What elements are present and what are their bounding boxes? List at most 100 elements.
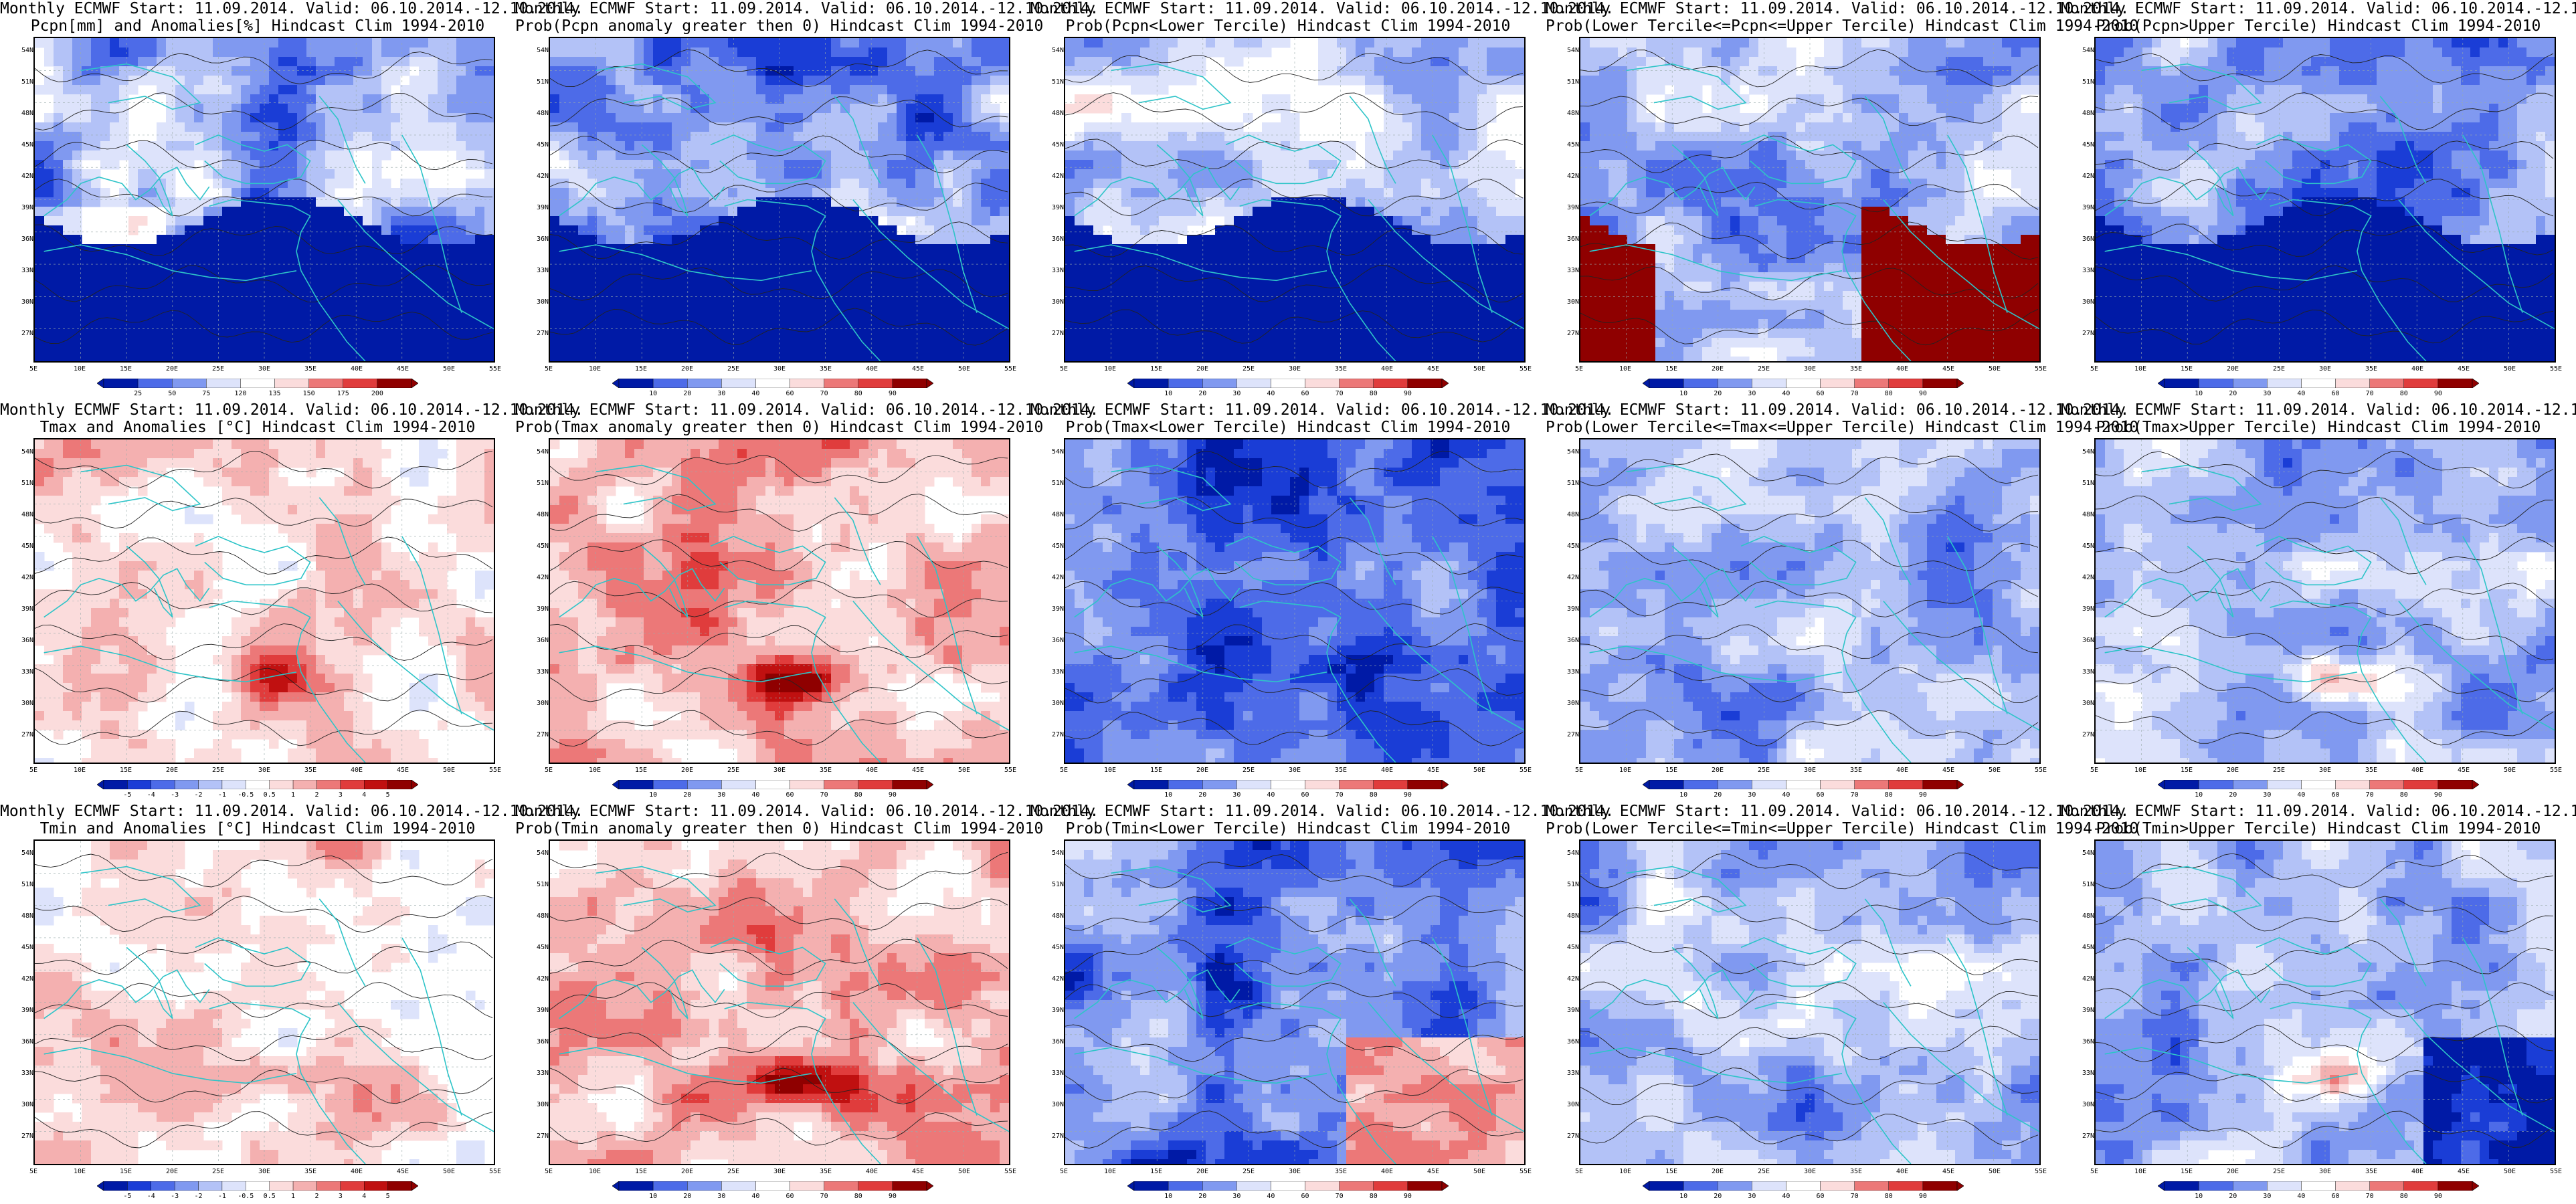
panel-title-line1: Monthly ECMWF Start: 11.09.2014. Valid: … [2061,803,2576,820]
longitude-label: 25E [1235,767,1262,774]
latitude-label: 42N [2076,574,2094,581]
longitude-label: 20E [674,365,701,373]
colorbar [97,1181,418,1191]
latitude-label: 48N [1045,511,1064,518]
colorbar-tick-label: 50 [159,390,185,397]
longitude-label: 55E [2543,365,2569,373]
longitude-label: 10E [581,1168,608,1175]
panel-title-line1: Monthly ECMWF Start: 11.09.2014. Valid: … [0,803,583,820]
longitude-label: 50E [2496,767,2523,774]
panel-title-line2: Tmin and Anomalies [°C] Hindcast Clim 19… [0,820,515,837]
latitude-label: 45N [530,542,549,550]
longitude-label: 50E [1981,767,2008,774]
panel-title: Monthly ECMWF Start: 11.09.2014. Valid: … [1030,803,1614,837]
longitude-label: 30E [1281,365,1308,373]
longitude-label: 45E [1420,365,1447,373]
latitude-label: 48N [530,912,549,920]
longitude-label: 20E [159,767,185,774]
longitude-label: 50E [1466,1168,1493,1175]
colorbar-tick-label: 20 [674,791,701,799]
longitude-label: 5E [20,365,47,373]
colorbar-tick-label: 30 [1223,1193,1250,1200]
latitude-label: 33N [1560,668,1579,676]
map-panel: Monthly ECMWF Start: 11.09.2014. Valid: … [2061,401,2576,803]
latitude-label: 33N [1560,1070,1579,1077]
longitude-label: 45E [2450,767,2477,774]
latitude-label: 42N [530,574,549,581]
colorbar-tick-label: -5 [114,791,141,799]
latitude-label: 36N [1045,637,1064,644]
colorbar-tick-label: 0.5 [256,791,283,799]
colorbar-tick-label: 80 [1875,1193,1902,1200]
latitude-label: 48N [15,110,33,117]
latitude-label: 51N [1045,78,1064,86]
latitude-label: 45N [1560,944,1579,951]
colorbar-tick-label: 40 [2288,1193,2314,1200]
panel-title: Monthly ECMWF Start: 11.09.2014. Valid: … [0,401,583,436]
colorbar-tick-label: 20 [1189,791,1216,799]
map-panel: Monthly ECMWF Start: 11.09.2014. Valid: … [1030,401,1614,803]
panel-title-line2: Prob(Pcpn anomaly greater then 0) Hindca… [515,17,1043,35]
panel-title-line2: Tmax and Anomalies [°C] Hindcast Clim 19… [0,419,515,436]
latitude-label: 33N [530,267,549,274]
colorbar-tick-label: 120 [227,390,254,397]
longitude-label: 5E [1566,767,1592,774]
latitude-label: 39N [1560,605,1579,613]
longitude-label: 25E [1750,365,1777,373]
longitude-label: 45E [1420,767,1447,774]
panel-title-line2: Prob(Tmin anomaly greater then 0) Hindca… [515,820,1043,837]
colorbar-tick-label: 20 [1704,390,1731,397]
latitude-label: 27N [15,330,33,337]
longitude-label: 5E [1050,1168,1077,1175]
latitude-label: 45N [1045,944,1064,951]
longitude-label: 10E [66,1168,93,1175]
latitude-label: 45N [1045,141,1064,148]
latitude-label: 48N [530,511,549,518]
latitude-label: 30N [15,298,33,306]
latitude-label: 30N [15,1101,33,1108]
colorbar-tick-label: 25 [124,390,151,397]
colorbar-tick-label: 135 [262,390,288,397]
panel-title-line1: Monthly ECMWF Start: 11.09.2014. Valid: … [515,0,1099,17]
latitude-label: 45N [2076,542,2094,550]
longitude-label: 10E [1097,365,1123,373]
colorbar-tick-label: 40 [2288,390,2314,397]
latitude-label: 27N [530,330,549,337]
panel-title: Monthly ECMWF Start: 11.09.2014. Valid: … [2061,803,2576,837]
colorbar-tick-label: 90 [1910,1193,1936,1200]
latitude-label: 48N [15,912,33,920]
map-field [1065,841,1524,1164]
longitude-label: 45E [1420,1168,1447,1175]
map-plot-area [33,37,495,363]
longitude-label: 25E [205,365,232,373]
panel-title-line2: Prob(Pcpn<Lower Tercile) Hindcast Clim 1… [1030,17,1546,35]
latitude-label: 51N [2076,881,2094,888]
longitude-label: 25E [1235,365,1262,373]
panel-title-line1: Monthly ECMWF Start: 11.09.2014. Valid: … [1546,401,2129,419]
colorbar-tick-label: 30 [2253,791,2280,799]
map-plot-area [549,839,1010,1165]
colorbar-tick-label: -0.5 [232,1193,259,1200]
colorbar-tick-label: 20 [1704,791,1731,799]
panel-title: Monthly ECMWF Start: 11.09.2014. Valid: … [515,0,1099,35]
colorbar-tick-label: 10 [1670,390,1697,397]
colorbar-tick-label: 30 [1738,390,1765,397]
longitude-label: 15E [2173,767,2200,774]
colorbar-tick-label: 40 [742,1193,769,1200]
panel-title-line1: Monthly ECMWF Start: 11.09.2014. Valid: … [515,803,1099,820]
colorbar-tick-label: 30 [1223,390,1250,397]
colorbar-tick-label: -1 [209,1193,236,1200]
longitude-label: 25E [1750,1168,1777,1175]
latitude-label: 33N [1045,1070,1064,1077]
latitude-label: 39N [530,1007,549,1014]
latitude-label: 39N [2076,204,2094,211]
colorbar-tick-label: 60 [2322,390,2349,397]
colorbar-tick-label: 60 [1807,390,1834,397]
panel-title: Monthly ECMWF Start: 11.09.2014. Valid: … [1546,803,2138,837]
colorbar-tick-label: 30 [708,1193,735,1200]
colorbar-tick-label: 70 [2357,1193,2383,1200]
colorbar-tick-label: 40 [2288,791,2314,799]
longitude-label: 55E [1512,365,1539,373]
colorbar-tick-label: 90 [2425,1193,2452,1200]
colorbar-tick-label: 10 [2185,1193,2212,1200]
